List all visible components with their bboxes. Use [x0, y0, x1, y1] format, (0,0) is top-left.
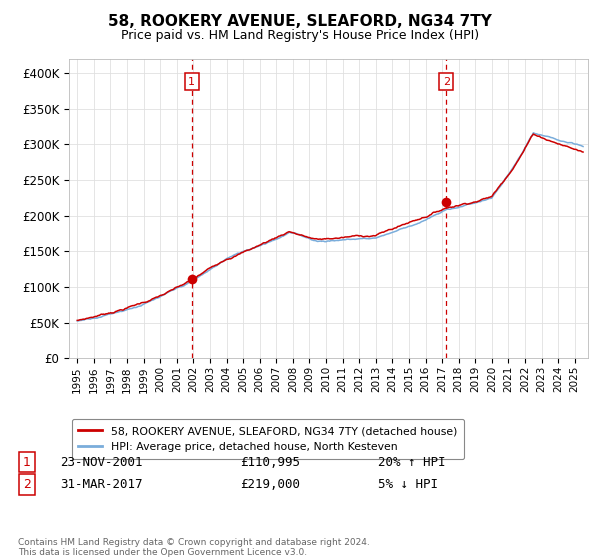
Legend: 58, ROOKERY AVENUE, SLEAFORD, NG34 7TY (detached house), HPI: Average price, det: 58, ROOKERY AVENUE, SLEAFORD, NG34 7TY (…	[72, 419, 464, 459]
Text: 2: 2	[443, 77, 450, 87]
Text: £110,995: £110,995	[240, 455, 300, 469]
Text: 1: 1	[188, 77, 195, 87]
Text: 1: 1	[23, 455, 31, 469]
Text: £219,000: £219,000	[240, 478, 300, 491]
Text: 58, ROOKERY AVENUE, SLEAFORD, NG34 7TY: 58, ROOKERY AVENUE, SLEAFORD, NG34 7TY	[108, 14, 492, 29]
Text: 23-NOV-2001: 23-NOV-2001	[60, 455, 143, 469]
Text: Price paid vs. HM Land Registry's House Price Index (HPI): Price paid vs. HM Land Registry's House …	[121, 29, 479, 42]
Text: 5% ↓ HPI: 5% ↓ HPI	[378, 478, 438, 491]
Text: Contains HM Land Registry data © Crown copyright and database right 2024.
This d: Contains HM Land Registry data © Crown c…	[18, 538, 370, 557]
Text: 31-MAR-2017: 31-MAR-2017	[60, 478, 143, 491]
Text: 2: 2	[23, 478, 31, 491]
Text: 20% ↑ HPI: 20% ↑ HPI	[378, 455, 445, 469]
